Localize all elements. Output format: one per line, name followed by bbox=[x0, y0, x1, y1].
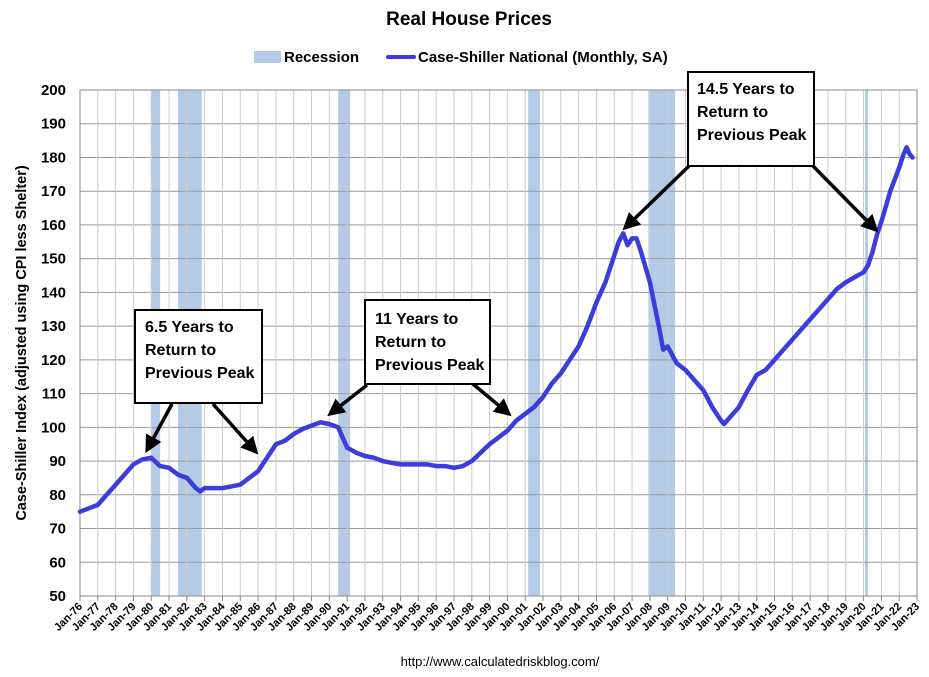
series-line-case-shiller bbox=[77, 145, 915, 514]
annotation-line: Previous Peak bbox=[375, 357, 485, 374]
y-tick-label: 140 bbox=[41, 284, 66, 301]
y-tick-label: 120 bbox=[41, 352, 66, 369]
x-axis-ticks: Jan-76Jan-77Jan-78Jan-79Jan-80Jan-81Jan-… bbox=[52, 596, 922, 634]
recession-band bbox=[865, 90, 869, 596]
y-tick-label: 190 bbox=[41, 116, 66, 133]
y-tick-label: 80 bbox=[49, 487, 66, 504]
legend: Recession Case-Shiller National (Monthly… bbox=[254, 49, 668, 66]
y-tick-label: 60 bbox=[49, 554, 66, 571]
annotation-line: Return to bbox=[697, 104, 768, 121]
y-tick-label: 150 bbox=[41, 251, 66, 268]
annotation-arrow bbox=[145, 403, 174, 454]
annotation-arrow bbox=[211, 402, 259, 455]
y-tick-label: 130 bbox=[41, 318, 66, 335]
y-axis-ticks: 50 60 70 80 90 100 110 120 130 140 150 160 170 180 190… bbox=[41, 82, 66, 605]
annotation-box bbox=[134, 309, 263, 404]
legend-recession-label: Recession bbox=[284, 49, 359, 66]
annotation-line: Return to bbox=[145, 342, 216, 359]
y-tick-label: 170 bbox=[41, 183, 66, 200]
annotation-arrow bbox=[327, 383, 369, 417]
annotation-arrow bbox=[622, 164, 691, 231]
source-url: http://www.calculatedriskblog.com/ bbox=[401, 654, 600, 669]
y-tick-label: 180 bbox=[41, 149, 66, 166]
annotation-box bbox=[687, 71, 815, 167]
recession-band bbox=[528, 90, 541, 596]
annotation-line: Return to bbox=[375, 334, 446, 351]
annotation-line: 14.5 Years to bbox=[697, 81, 795, 98]
series-layer bbox=[77, 145, 915, 514]
legend-recession-swatch bbox=[254, 51, 281, 63]
annotation-6-5-years: 6.5 Years to Return to Previous Peak bbox=[134, 309, 263, 455]
y-tick-label: 70 bbox=[49, 521, 66, 538]
y-tick-label: 50 bbox=[49, 588, 66, 605]
annotation-line: 6.5 Years to bbox=[145, 319, 234, 336]
chart-title: Real House Prices bbox=[386, 9, 552, 30]
annotation-line: 11 Years to bbox=[375, 311, 459, 328]
gridlines bbox=[79, 89, 918, 597]
y-tick-label: 110 bbox=[42, 386, 66, 403]
recession-band bbox=[338, 90, 351, 596]
y-axis-label: Case-Shiller Index (adjusted using CPI l… bbox=[14, 165, 30, 521]
y-tick-label: 200 bbox=[41, 82, 66, 99]
y-tick-label: 100 bbox=[41, 419, 66, 436]
annotation-arrow bbox=[471, 382, 512, 417]
plot-border bbox=[79, 89, 918, 597]
annotation-14-5-years: 14.5 Years to Return to Previous Peak bbox=[622, 71, 879, 233]
annotation-line: Previous Peak bbox=[697, 127, 807, 144]
legend-series-label: Case-Shiller National (Monthly, SA) bbox=[418, 49, 668, 66]
annotation-box bbox=[364, 299, 491, 385]
y-tick-label: 160 bbox=[41, 217, 66, 234]
annotation-line: Previous Peak bbox=[145, 365, 255, 382]
y-tick-label: 90 bbox=[49, 453, 66, 470]
annotation-arrow bbox=[811, 164, 879, 233]
annotation-11-years: 11 Years to Return to Previous Peak bbox=[327, 299, 512, 417]
